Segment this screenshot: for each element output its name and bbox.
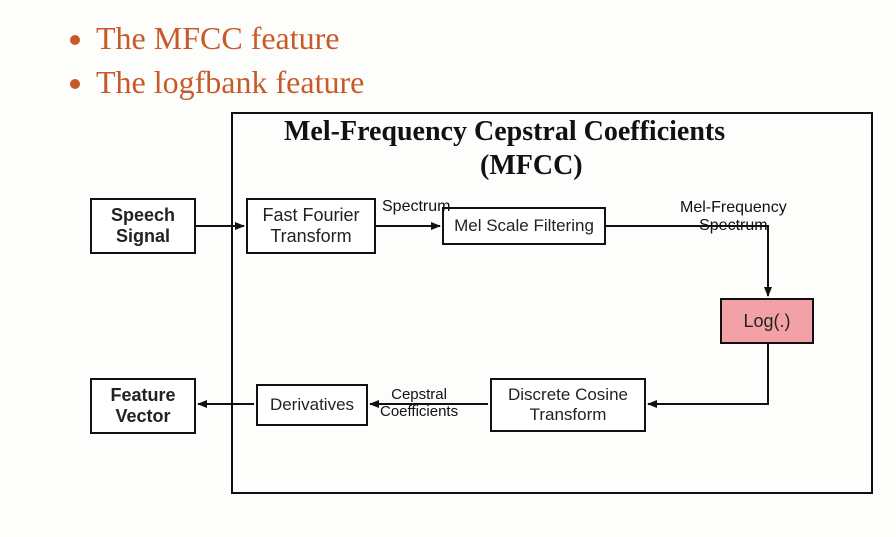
edge-label-mel-spectrum: Mel-Frequency Spectrum [680, 199, 787, 234]
node-feature-vector: FeatureVector [90, 378, 196, 434]
bullet-item-1: The MFCC feature [96, 16, 364, 60]
bullet-list: The MFCC feature The logfbank feature [26, 16, 364, 104]
node-dct: Discrete CosineTransform [490, 378, 646, 432]
node-log: Log(.) [720, 298, 814, 344]
edge-label-spectrum: Spectrum [382, 198, 450, 216]
node-speech-signal: SpeechSignal [90, 198, 196, 254]
node-derivatives: Derivatives [256, 384, 368, 426]
slide-root: The MFCC feature The logfbank feature Me… [0, 0, 896, 537]
node-mel-scale-filtering: Mel Scale Filtering [442, 207, 606, 245]
bullet-item-2: The logfbank feature [96, 60, 364, 104]
node-fft: Fast FourierTransform [246, 198, 376, 254]
edge-label-cepstral-coeff: Cepstral Coefficients [380, 387, 458, 420]
